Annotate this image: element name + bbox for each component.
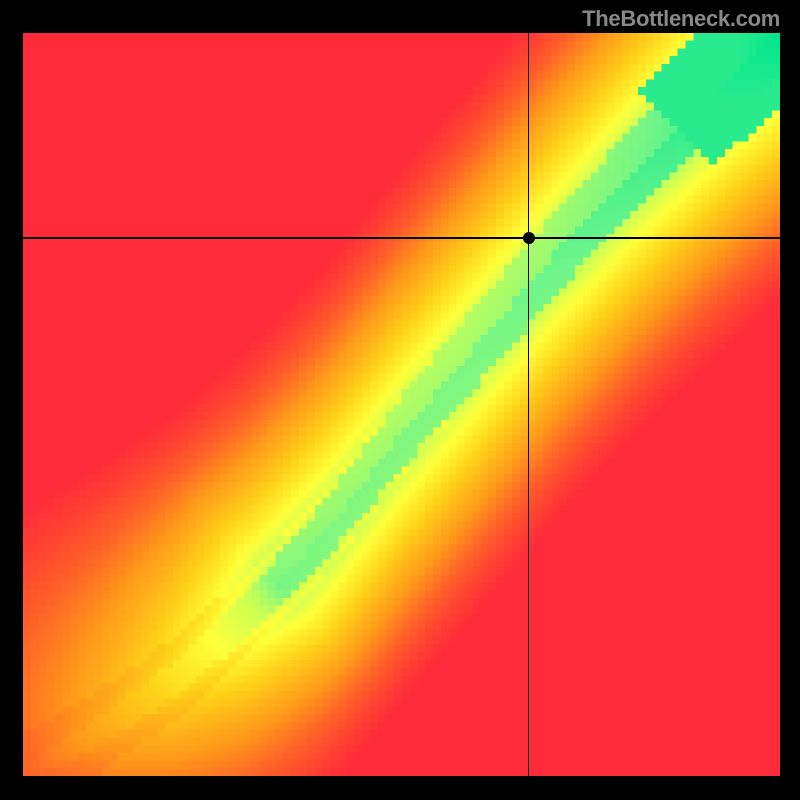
heatmap-canvas xyxy=(23,33,780,776)
heatmap-plot xyxy=(23,33,780,776)
crosshair-vertical xyxy=(528,33,530,776)
chart-container: TheBottleneck.com xyxy=(0,0,800,800)
crosshair-marker xyxy=(523,232,535,244)
watermark-text: TheBottleneck.com xyxy=(582,6,780,32)
crosshair-horizontal xyxy=(23,237,780,239)
